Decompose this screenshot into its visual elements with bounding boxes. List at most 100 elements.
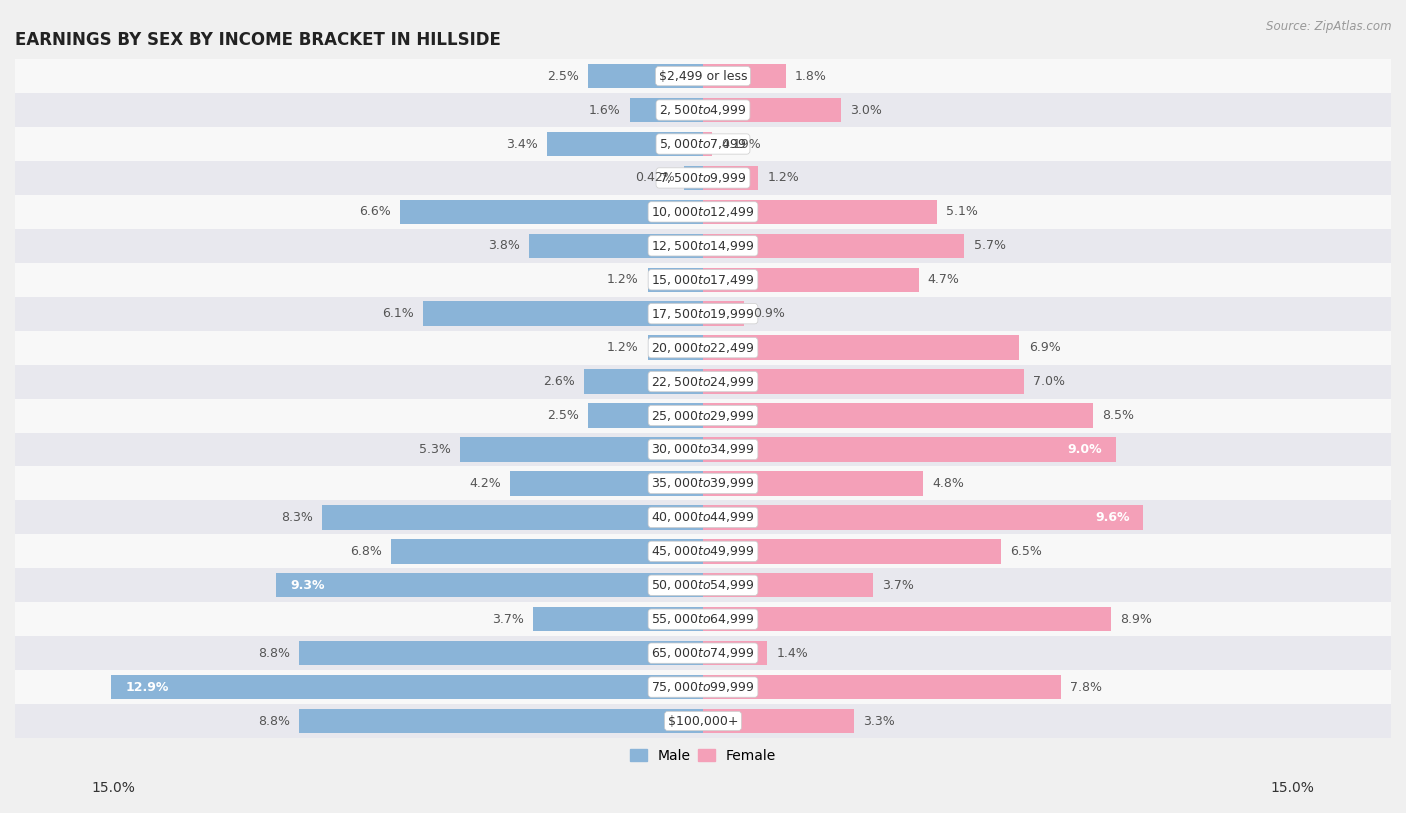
Bar <box>15 670 1391 704</box>
Text: 0.19%: 0.19% <box>721 137 761 150</box>
Bar <box>15 297 1391 331</box>
Text: 8.5%: 8.5% <box>1102 409 1135 422</box>
Bar <box>299 641 703 665</box>
Text: 1.2%: 1.2% <box>607 341 638 354</box>
Bar <box>547 132 703 156</box>
Bar <box>703 641 768 665</box>
Bar <box>703 607 1111 632</box>
Text: 8.9%: 8.9% <box>1121 613 1153 626</box>
Text: $35,000 to $39,999: $35,000 to $39,999 <box>651 476 755 490</box>
Bar <box>703 505 1143 529</box>
Bar <box>703 403 1092 428</box>
Text: $45,000 to $49,999: $45,000 to $49,999 <box>651 545 755 559</box>
Text: 6.6%: 6.6% <box>360 206 391 219</box>
Text: $40,000 to $44,999: $40,000 to $44,999 <box>651 511 755 524</box>
Text: $100,000+: $100,000+ <box>668 715 738 728</box>
Bar <box>15 331 1391 364</box>
Text: 2.5%: 2.5% <box>547 409 579 422</box>
Text: $12,500 to $14,999: $12,500 to $14,999 <box>651 239 755 253</box>
Bar <box>15 161 1391 195</box>
Text: 7.0%: 7.0% <box>1033 375 1066 388</box>
Text: 4.8%: 4.8% <box>932 477 965 490</box>
Bar <box>15 398 1391 433</box>
Bar <box>648 336 703 360</box>
Bar <box>15 229 1391 263</box>
Bar <box>15 127 1391 161</box>
Bar <box>703 166 758 190</box>
Text: $50,000 to $54,999: $50,000 to $54,999 <box>651 578 755 592</box>
Text: 15.0%: 15.0% <box>1271 781 1315 795</box>
Text: 3.3%: 3.3% <box>863 715 896 728</box>
Text: 6.9%: 6.9% <box>1029 341 1060 354</box>
Bar <box>703 539 1001 563</box>
Text: 3.8%: 3.8% <box>488 239 520 252</box>
Bar <box>15 500 1391 534</box>
Bar <box>15 534 1391 568</box>
Text: 4.7%: 4.7% <box>928 273 960 286</box>
Text: EARNINGS BY SEX BY INCOME BRACKET IN HILLSIDE: EARNINGS BY SEX BY INCOME BRACKET IN HIL… <box>15 31 501 50</box>
Bar <box>15 59 1391 93</box>
Text: $15,000 to $17,499: $15,000 to $17,499 <box>651 273 755 287</box>
Bar <box>630 98 703 122</box>
Bar <box>703 472 924 496</box>
Text: 1.8%: 1.8% <box>794 70 827 83</box>
Bar <box>15 93 1391 127</box>
Bar <box>15 433 1391 467</box>
Text: $55,000 to $64,999: $55,000 to $64,999 <box>651 612 755 626</box>
Text: $25,000 to $29,999: $25,000 to $29,999 <box>651 409 755 423</box>
Text: 8.8%: 8.8% <box>259 646 290 659</box>
Text: 8.3%: 8.3% <box>281 511 314 524</box>
Bar <box>15 263 1391 297</box>
Bar <box>588 64 703 89</box>
Text: $17,500 to $19,999: $17,500 to $19,999 <box>651 307 755 320</box>
Text: 4.2%: 4.2% <box>470 477 501 490</box>
Text: $7,500 to $9,999: $7,500 to $9,999 <box>659 171 747 185</box>
Bar <box>15 704 1391 738</box>
Text: 9.0%: 9.0% <box>1067 443 1102 456</box>
Bar <box>703 675 1060 699</box>
Text: $22,500 to $24,999: $22,500 to $24,999 <box>651 375 755 389</box>
Bar <box>533 607 703 632</box>
Bar <box>703 200 936 224</box>
Text: 0.42%: 0.42% <box>636 172 675 185</box>
Text: $5,000 to $7,499: $5,000 to $7,499 <box>659 137 747 151</box>
Bar <box>15 568 1391 602</box>
Bar <box>683 166 703 190</box>
Text: 6.8%: 6.8% <box>350 545 382 558</box>
Text: 9.6%: 9.6% <box>1095 511 1129 524</box>
Text: 1.2%: 1.2% <box>607 273 638 286</box>
Bar <box>703 98 841 122</box>
Text: 3.0%: 3.0% <box>849 103 882 116</box>
Bar <box>703 336 1019 360</box>
Text: 3.4%: 3.4% <box>506 137 538 150</box>
Bar <box>529 233 703 258</box>
Text: 5.7%: 5.7% <box>973 239 1005 252</box>
Text: $65,000 to $74,999: $65,000 to $74,999 <box>651 646 755 660</box>
Bar <box>322 505 703 529</box>
Bar <box>588 403 703 428</box>
Bar <box>703 132 711 156</box>
Text: 15.0%: 15.0% <box>91 781 135 795</box>
Bar <box>460 437 703 462</box>
Text: $2,499 or less: $2,499 or less <box>659 70 747 83</box>
Text: 9.3%: 9.3% <box>290 579 325 592</box>
Legend: Male, Female: Male, Female <box>624 743 782 768</box>
Bar <box>111 675 703 699</box>
Bar <box>15 364 1391 398</box>
Bar <box>401 200 703 224</box>
Text: $2,500 to $4,999: $2,500 to $4,999 <box>659 103 747 117</box>
Bar <box>648 267 703 292</box>
Text: 1.2%: 1.2% <box>768 172 799 185</box>
Text: 2.5%: 2.5% <box>547 70 579 83</box>
Bar <box>277 573 703 598</box>
Bar <box>15 602 1391 636</box>
Bar <box>15 195 1391 229</box>
Text: $20,000 to $22,499: $20,000 to $22,499 <box>651 341 755 354</box>
Bar <box>703 369 1024 393</box>
Text: 1.6%: 1.6% <box>589 103 620 116</box>
Bar <box>583 369 703 393</box>
Text: 6.5%: 6.5% <box>1011 545 1042 558</box>
Bar <box>703 64 786 89</box>
Text: 5.3%: 5.3% <box>419 443 451 456</box>
Text: $75,000 to $99,999: $75,000 to $99,999 <box>651 680 755 694</box>
